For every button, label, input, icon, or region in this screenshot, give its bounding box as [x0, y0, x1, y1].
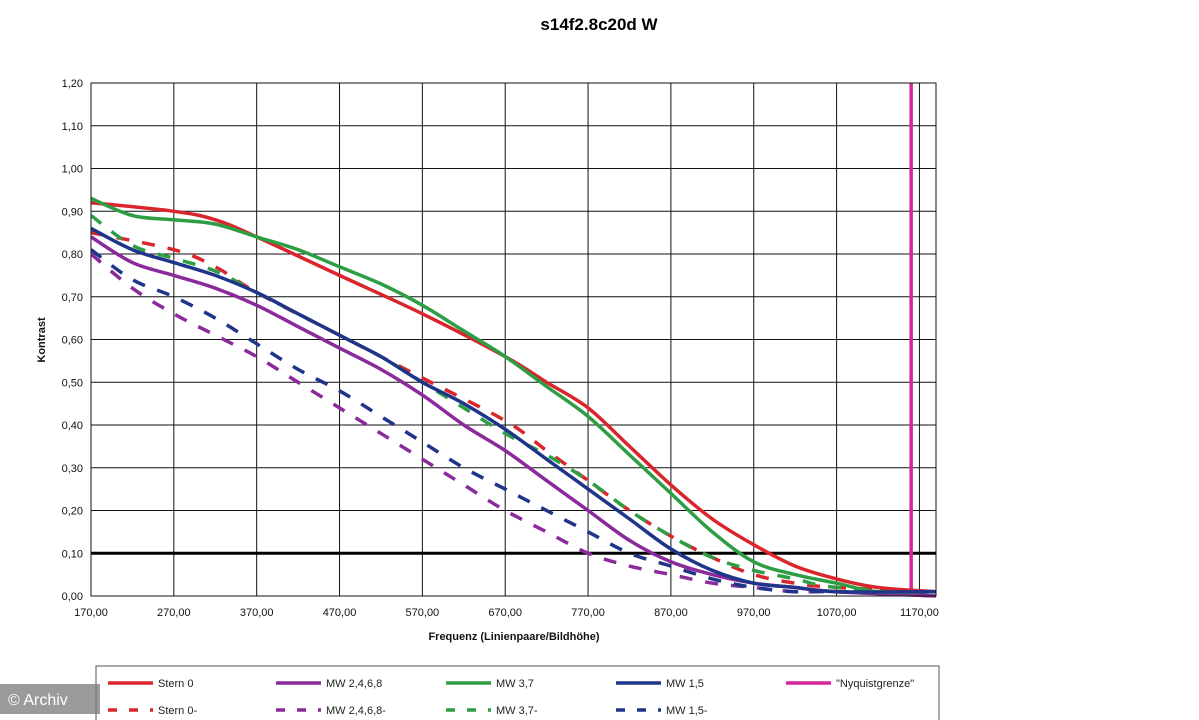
y-tick-label: 0,80 — [62, 249, 83, 261]
x-tick-label: 270,00 — [157, 607, 191, 619]
y-tick-label: 0,50 — [62, 377, 83, 389]
y-axis-label: Kontrast — [36, 317, 48, 363]
series-line-mw-2-4-6-8- — [91, 252, 936, 598]
legend-label: MW 2,4,6,8 — [326, 678, 382, 690]
y-tick-label: 0,10 — [62, 548, 83, 560]
legend-label: "Nyquistgrenze" — [836, 678, 914, 690]
x-tick-label: 670,00 — [488, 607, 522, 619]
y-tick-label: 0,90 — [62, 206, 83, 218]
series-lines — [91, 196, 936, 598]
legend-box — [95, 665, 940, 720]
series-line-mw-3-7 — [91, 196, 936, 595]
series-line-mw-1-5 — [91, 226, 936, 594]
series-line-mw-3-7- — [91, 214, 936, 594]
y-tick-labels: 0,00 0,10 0,20 0,30 0,40 0,50 0,60 0,70 0,80 0,90… — [62, 78, 83, 603]
y-tick-label: 0,70 — [62, 292, 83, 304]
x-tick-label: 1070,00 — [817, 607, 857, 619]
legend-label: MW 1,5- — [666, 705, 708, 717]
x-tick-labels: 170,00 270,00 370,00 470,00 570,00 670,00 770,… — [74, 607, 939, 619]
legend-label: MW 1,5 — [666, 678, 704, 690]
chart-title: s14f2.8c20d W — [540, 15, 658, 34]
legend-label: MW 3,7 — [496, 678, 534, 690]
y-tick-label: 0,40 — [62, 420, 83, 432]
series-group — [91, 196, 936, 598]
watermark-background — [0, 684, 100, 714]
y-tick-label: 1,20 — [62, 78, 83, 90]
y-tick-label: 0,20 — [62, 506, 83, 518]
watermark-text: © Archiv — [8, 692, 68, 709]
x-tick-label: 370,00 — [240, 607, 274, 619]
x-tick-label: 970,00 — [737, 607, 771, 619]
x-tick-label: 770,00 — [571, 607, 605, 619]
x-tick-label: 470,00 — [323, 607, 357, 619]
plot-frame — [90, 82, 937, 597]
y-tick-label: 1,00 — [62, 164, 83, 176]
x-axis-label: Frequenz (Linienpaare/Bildhöhe) — [428, 631, 599, 643]
y-tick-label: 0,30 — [62, 463, 83, 475]
x-tick-label: 570,00 — [406, 607, 440, 619]
legend: Stern 0 MW 2,4,6,8 MW 3,7 MW 1,5 "Nyquistgre… — [108, 678, 914, 717]
reference-lines — [91, 83, 936, 596]
legend-label: Stern 0- — [158, 705, 197, 717]
legend-label: MW 2,4,6,8- — [326, 705, 386, 717]
x-tick-label: 1170,00 — [900, 607, 939, 619]
y-tick-label: 0,60 — [62, 335, 83, 347]
legend-label: Stern 0 — [158, 678, 193, 690]
grid — [90, 82, 936, 597]
y-tick-label: 0,00 — [62, 591, 83, 603]
watermark: © Archiv — [0, 684, 100, 714]
legend-label: MW 3,7- — [496, 705, 538, 717]
x-tick-label: 170,00 — [74, 607, 108, 619]
y-tick-label: 1,10 — [62, 121, 83, 133]
series-line-stern-0 — [91, 200, 936, 594]
x-tick-label: 870,00 — [654, 607, 688, 619]
